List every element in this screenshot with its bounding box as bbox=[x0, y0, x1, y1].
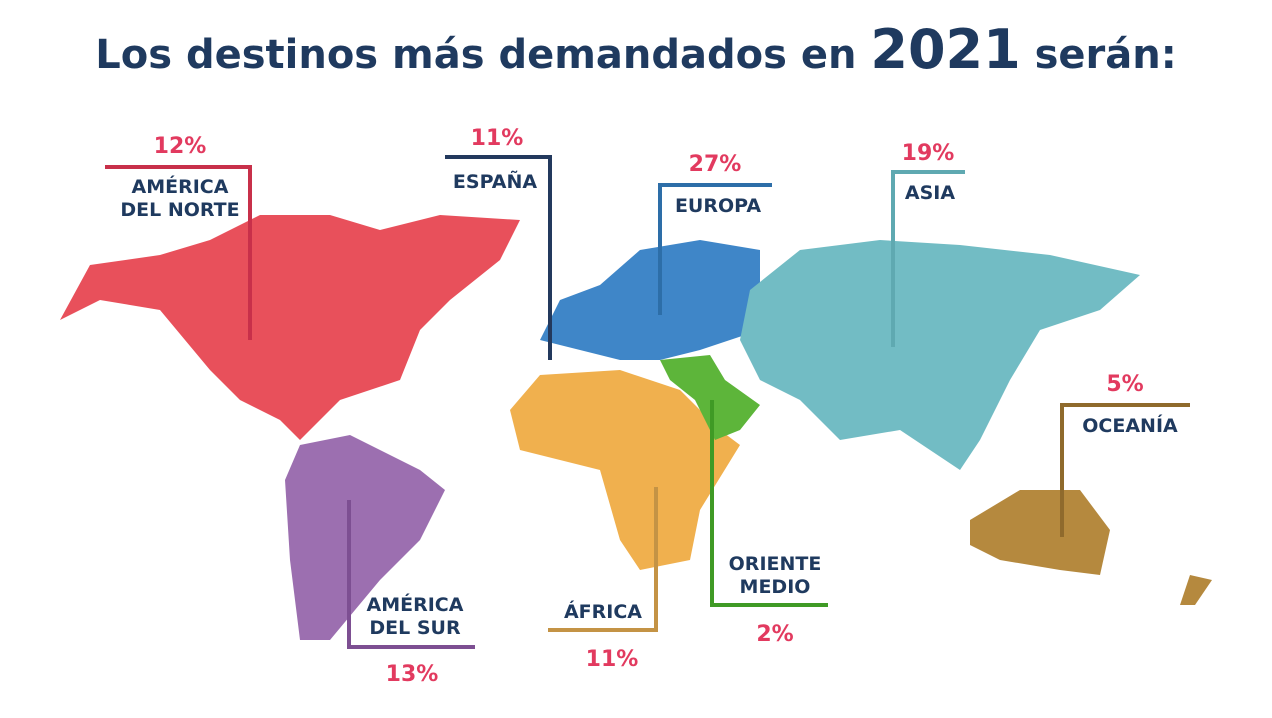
leader bbox=[105, 165, 252, 340]
title-text: Los destinos más demandados en bbox=[95, 32, 856, 78]
region-percent: 12% bbox=[154, 134, 207, 159]
region-percent: 27% bbox=[689, 152, 742, 177]
region-name: DEL NORTE bbox=[120, 199, 239, 221]
asia bbox=[740, 240, 1140, 470]
leader bbox=[548, 487, 658, 632]
title-year: 2021 bbox=[870, 18, 1020, 81]
region-name: ÁFRICA bbox=[564, 600, 642, 623]
title-text: serán: bbox=[1035, 32, 1177, 78]
region-name: ORIENTE bbox=[729, 553, 822, 575]
leader bbox=[445, 155, 552, 360]
region-name: EUROPA bbox=[675, 195, 761, 217]
region-percent: 2% bbox=[756, 622, 793, 647]
region-name: ASIA bbox=[905, 182, 955, 204]
region-percent: 11% bbox=[471, 126, 524, 151]
leader bbox=[1060, 403, 1190, 537]
region-percent: 13% bbox=[386, 662, 439, 687]
title: Los destinos más demandados en 2021 será… bbox=[95, 18, 1177, 81]
leader bbox=[347, 500, 475, 649]
north-america bbox=[60, 215, 520, 440]
region-percent: 19% bbox=[902, 141, 955, 166]
region-name: MEDIO bbox=[740, 576, 811, 598]
region-percent: 5% bbox=[1106, 372, 1143, 397]
africa bbox=[510, 370, 740, 570]
leader bbox=[658, 183, 772, 315]
region-name: OCEANÍA bbox=[1082, 414, 1178, 437]
middle-east bbox=[660, 355, 760, 440]
leader bbox=[710, 400, 828, 607]
region-name: ESPAÑA bbox=[453, 169, 537, 193]
leader bbox=[891, 170, 965, 347]
region-name: AMÉRICA bbox=[367, 593, 464, 616]
new-zealand bbox=[1180, 575, 1212, 605]
region-percent: 11% bbox=[586, 647, 639, 672]
region-name: DEL SUR bbox=[369, 617, 461, 639]
south-america bbox=[285, 435, 445, 640]
map bbox=[60, 215, 1212, 640]
leaders bbox=[105, 155, 1190, 649]
oceania bbox=[970, 490, 1110, 575]
region-name: AMÉRICA bbox=[132, 175, 229, 198]
europe bbox=[540, 240, 760, 360]
